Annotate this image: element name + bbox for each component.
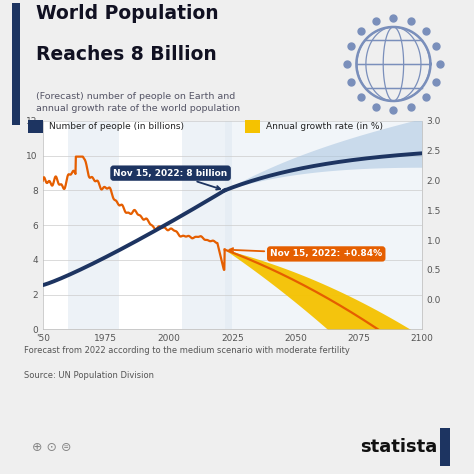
Bar [12, 2, 20, 126]
Bar [68, 121, 118, 329]
Bar [182, 121, 232, 329]
Text: statista: statista [360, 438, 438, 456]
Bar [439, 428, 450, 466]
Bar [28, 120, 43, 134]
Text: (Forecast) number of people on Earth and
annual growth rate of the world populat: (Forecast) number of people on Earth and… [36, 92, 240, 113]
Text: Source: UN Population Division: Source: UN Population Division [24, 371, 154, 380]
Text: ⊕ ⊙ ⊜: ⊕ ⊙ ⊜ [32, 441, 72, 454]
Text: Nov 15, 2022: +0.84%: Nov 15, 2022: +0.84% [229, 248, 383, 258]
Text: Annual growth rate (in %): Annual growth rate (in %) [266, 122, 383, 131]
Text: Nov 15, 2022: 8 billion: Nov 15, 2022: 8 billion [113, 169, 228, 190]
Text: Number of people (in billions): Number of people (in billions) [49, 122, 184, 131]
Text: Reaches 8 Billion: Reaches 8 Billion [36, 45, 216, 64]
Text: Forecast from 2022 according to the medium scenario with moderate fertility: Forecast from 2022 according to the medi… [24, 346, 349, 355]
Text: World Population: World Population [36, 4, 218, 23]
Bar [246, 120, 260, 134]
Bar [225, 121, 422, 329]
